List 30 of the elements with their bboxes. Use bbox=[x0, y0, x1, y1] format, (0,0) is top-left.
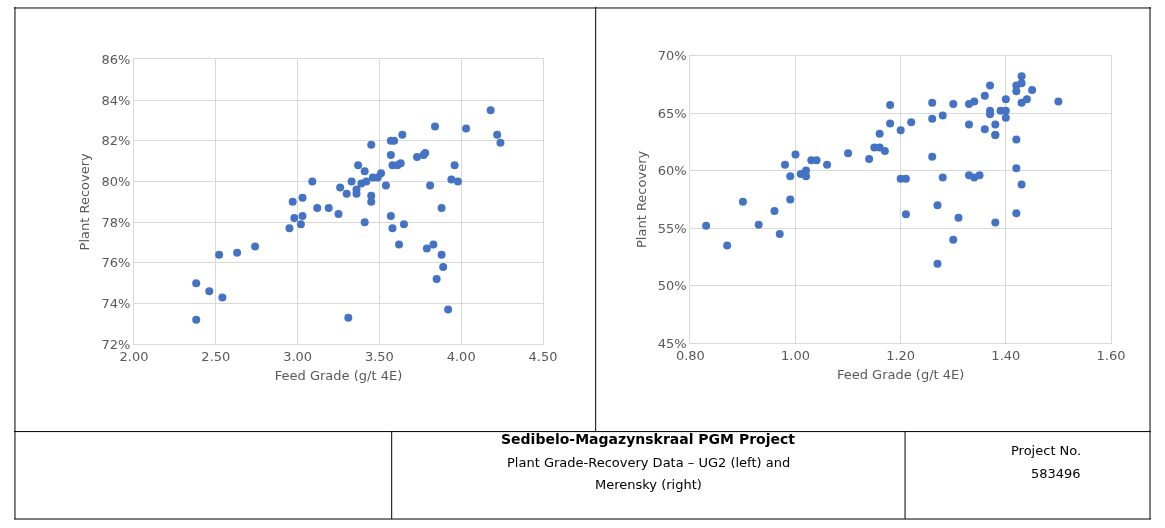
x-axis-title: Feed Grade (g/t 4E) bbox=[274, 368, 403, 384]
y-tick-label: 76% bbox=[101, 255, 131, 271]
x-tick-label: 4.00 bbox=[446, 348, 476, 364]
y-axis-title: Plant Recovery bbox=[633, 150, 649, 248]
y-tick-label: 65% bbox=[657, 105, 687, 121]
x-tick-label: 1.40 bbox=[991, 347, 1021, 363]
y-tick-label: 74% bbox=[101, 296, 131, 312]
y-tick-label: 78% bbox=[101, 214, 131, 230]
y-tick-label: 86% bbox=[101, 52, 131, 68]
y-axis-title: Plant Recovery bbox=[77, 152, 93, 251]
x-tick-label: 1.60 bbox=[1096, 347, 1126, 363]
text: Sedibelo-Magazynskraal PGM Project bbox=[501, 431, 796, 447]
x-axis-title: Feed Grade (g/t 4E) bbox=[836, 367, 965, 383]
x-tick-label: 1.20 bbox=[886, 347, 916, 363]
text: Merensky (right) bbox=[595, 477, 702, 492]
text: Plant Grade-Recovery Data – UG2 (left) and bbox=[507, 455, 791, 470]
x-tick-label: 2.50 bbox=[201, 348, 231, 364]
y-tick-label: 84% bbox=[101, 92, 131, 108]
y-tick-label: 55% bbox=[657, 220, 687, 236]
text: Project No. bbox=[1011, 443, 1082, 458]
y-tick-label: 80% bbox=[101, 174, 131, 190]
y-tick-label: 50% bbox=[657, 278, 687, 294]
text: 583496 bbox=[1031, 466, 1081, 481]
y-tick-label: 60% bbox=[657, 163, 687, 179]
x-tick-label: 3.50 bbox=[364, 348, 394, 364]
y-tick-label: 82% bbox=[101, 133, 131, 149]
x-tick-label: 4.50 bbox=[528, 348, 558, 364]
x-tick-label: 1.00 bbox=[781, 347, 810, 363]
y-tick-label: 70% bbox=[657, 48, 687, 64]
x-tick-label: 3.00 bbox=[283, 348, 313, 364]
